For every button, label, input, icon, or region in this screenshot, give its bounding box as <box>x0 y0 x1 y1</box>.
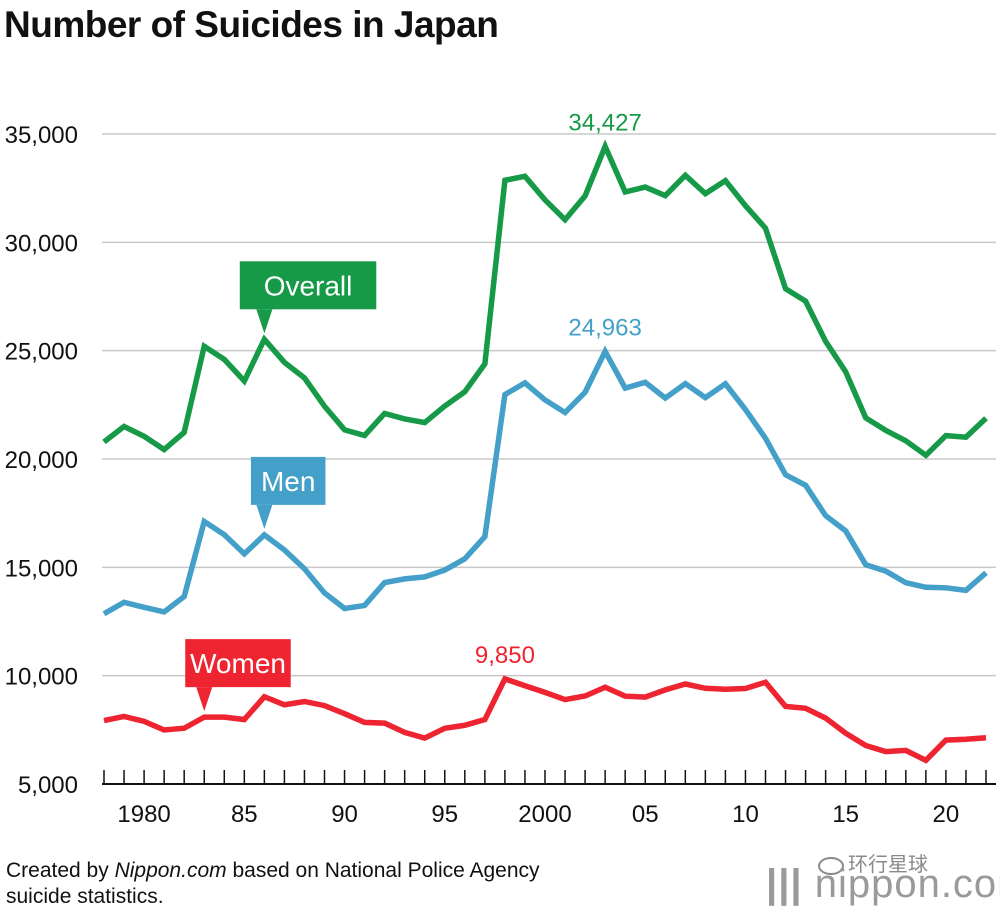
brand-logo[interactable]: ||| nippon.com <box>766 862 1000 907</box>
callout-box <box>250 456 326 505</box>
chart-title: Number of Suicides in Japan <box>4 4 499 45</box>
series-line-overall <box>102 139 988 459</box>
source-note: Created by Nippon.com based on National … <box>6 858 540 910</box>
watermark-text: 环行星球 <box>848 854 928 876</box>
series-line-men <box>102 345 988 617</box>
peak-label-men: 24,963 <box>568 314 641 341</box>
y-tick-label: 30,000 <box>5 230 78 257</box>
y-tick-label: 25,000 <box>5 339 78 366</box>
source-line2: suicide statistics. <box>6 885 164 908</box>
x-axis-ticks: 1980 85 90 95 2000 05 10 15 20 <box>117 801 959 828</box>
y-tick-label: 15,000 <box>5 555 78 582</box>
y-tick-label: 10,000 <box>5 664 78 691</box>
series-line-women <box>103 675 987 764</box>
x-tick-label: 15 <box>832 801 859 828</box>
callout-women: Women <box>185 639 291 712</box>
y-tick-label: 20,000 <box>5 447 78 474</box>
signal-icon: ||| <box>766 862 803 906</box>
callout-pointer <box>256 504 273 529</box>
x-tick-label: 10 <box>732 801 759 828</box>
x-tick-label: 2000 <box>518 801 571 828</box>
peak-label-women: 9,850 <box>475 642 535 669</box>
callout-label: Women <box>190 648 286 679</box>
source-prefix: Created by <box>6 859 115 882</box>
x-tick-label: 85 <box>231 801 258 828</box>
callout-men: Men <box>250 456 326 529</box>
series-callouts: Overall Men Women <box>185 261 377 712</box>
y-tick-label: 35,000 <box>5 122 78 149</box>
callout-label: Overall <box>264 270 353 301</box>
x-tick-label: 20 <box>933 801 960 828</box>
x-axis <box>102 770 996 785</box>
peak-label-overall: 34,427 <box>568 109 641 136</box>
wechat-icon <box>818 856 844 875</box>
callout-pointer <box>196 687 213 712</box>
y-tick-label: 5,000 <box>18 772 78 799</box>
callout-overall: Overall <box>239 261 377 334</box>
callout-box <box>185 639 291 688</box>
source-name[interactable]: Nippon.com <box>114 859 227 882</box>
brand-text: nippon.com <box>814 862 1000 906</box>
x-tick-label: 1980 <box>117 801 170 828</box>
x-tick-label: 05 <box>632 801 659 828</box>
x-tick-label: 95 <box>431 801 458 828</box>
watermark: 环行星球 <box>818 848 928 877</box>
peak-labels: 34,427 24,963 9,850 <box>475 109 642 669</box>
x-tick-label: 90 <box>331 801 358 828</box>
y-axis-ticks: 5,000 10,000 15,000 20,000 25,000 30,000 35,00… <box>5 122 78 799</box>
source-suffix: based on National Police Agency <box>226 859 540 882</box>
callout-label: Men <box>261 466 315 497</box>
callout-pointer <box>256 309 273 334</box>
callout-box <box>239 261 377 310</box>
series-lines <box>102 139 988 764</box>
